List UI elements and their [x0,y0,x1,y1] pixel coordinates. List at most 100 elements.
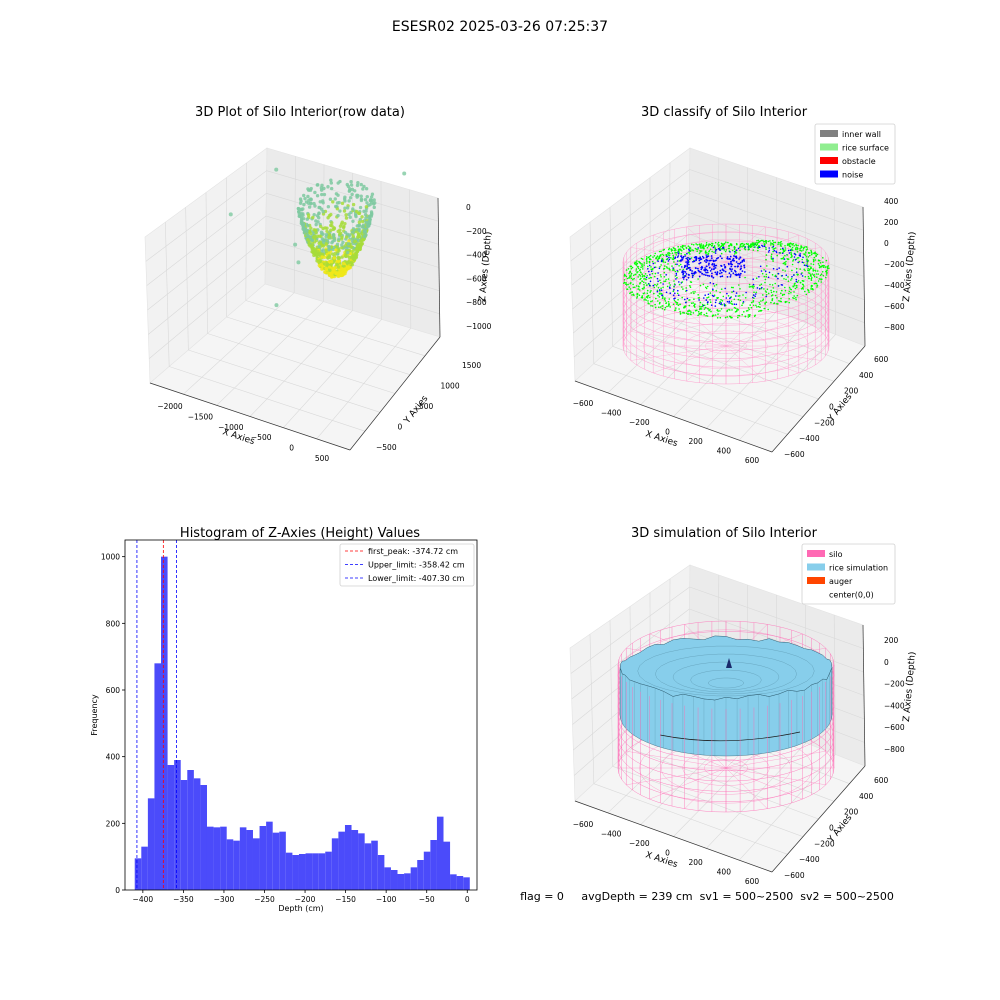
data-point [696,244,699,246]
data-point [779,242,781,244]
silo-spoke [725,226,766,263]
data-point [714,267,717,269]
data-point [706,274,709,277]
tick-label: −400 [799,434,820,443]
data-point [632,286,635,289]
data-point [782,248,784,251]
data-point [645,255,648,258]
data-point [813,256,816,259]
data-point [802,283,804,286]
data-point [368,214,372,218]
data-point [711,294,714,297]
data-point [794,247,797,249]
data-point [630,282,632,284]
data-point [673,299,676,302]
data-point [805,251,807,253]
data-point [702,283,705,286]
data-point [748,308,750,311]
data-point [645,278,647,281]
data-point [709,292,712,294]
data-point [692,291,694,293]
data-point [780,297,782,300]
data-point [814,282,817,285]
tick-label: 600 [745,456,760,465]
data-point [679,268,681,271]
data-point [774,247,777,249]
data-point [716,273,718,276]
data-point [351,207,355,211]
data-point [324,235,328,239]
histogram-bar [266,821,273,890]
data-point [669,287,671,289]
data-point [326,185,330,189]
data-point [402,171,407,176]
data-point [351,249,355,253]
data-point [678,308,680,310]
data-point [797,257,800,259]
data-point [324,242,328,246]
data-point [771,298,774,301]
data-point [826,267,829,270]
data-point [810,279,813,282]
data-point [796,286,798,289]
data-point [811,285,814,287]
data-point [717,243,719,245]
data-point [636,260,638,262]
histogram-bar [410,867,418,890]
silo-ring [705,338,747,354]
data-point [716,272,719,274]
data-point [791,244,793,246]
data-point [761,244,763,247]
data-point [668,254,671,257]
tick-label: −600 [784,871,805,880]
z-axis-label: Z Axies (Depth) [478,231,494,302]
data-point [728,272,731,275]
data-point [686,264,688,266]
data-point [674,292,676,295]
data-point [354,254,358,259]
data-point [716,309,719,311]
data-point [789,288,791,290]
data-point [348,196,353,200]
data-point [628,272,630,275]
data-point [635,263,638,266]
data-point [701,303,704,306]
data-point [685,289,688,292]
data-point [344,235,349,239]
data-point [710,275,713,277]
data-point [748,286,751,288]
tick-label: 400 [717,868,732,877]
silo-spoke [725,750,826,769]
data-point [729,258,731,260]
data-point [774,241,777,244]
data-point [739,256,742,259]
data-point [298,197,303,201]
data-point [357,235,361,239]
data-point [665,266,668,268]
y-axis-label: Frequency [90,694,99,736]
data-point [709,248,712,251]
data-point [677,298,679,301]
data-point [755,291,758,294]
histogram-bar [220,826,227,890]
data-point [649,291,651,293]
data-point [301,207,305,211]
data-point [795,267,798,270]
x-tick-label: −200 [295,895,316,904]
data-point [358,205,363,210]
data-point [738,314,741,317]
histogram-bar [371,840,378,890]
silo-spoke [626,767,727,786]
data-point [683,312,686,314]
data-point [778,300,780,302]
data-point [643,281,645,284]
data-point [311,215,315,220]
data-point [774,282,776,285]
data-point [645,299,647,301]
data-point [720,299,722,301]
data-point [773,241,775,244]
data-point [630,272,633,275]
data-point [694,267,697,269]
data-point [740,245,742,247]
data-point [808,277,811,280]
